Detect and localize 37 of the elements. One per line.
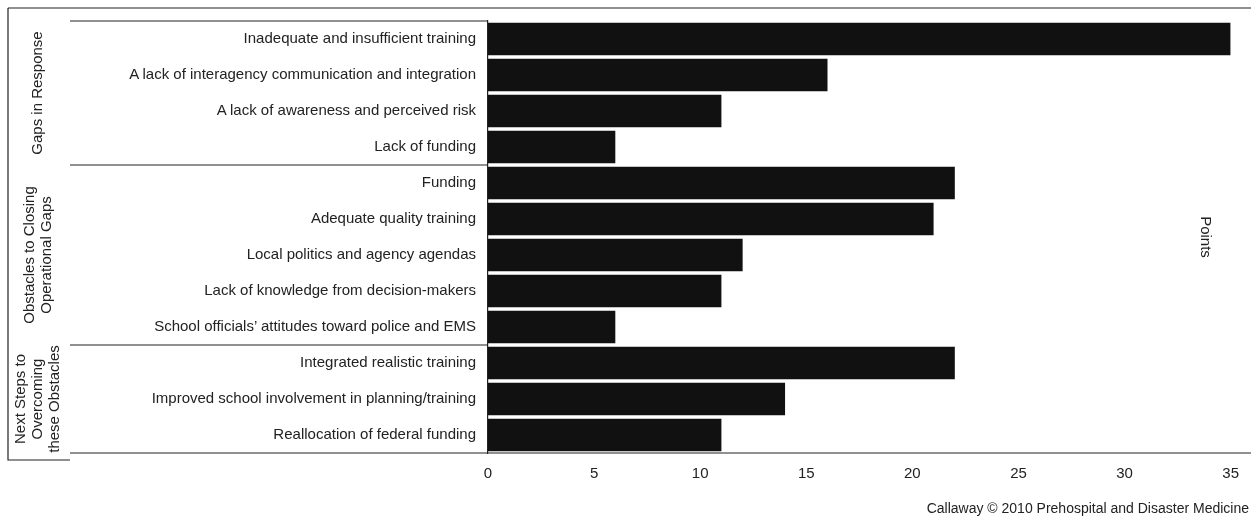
x-tick-label: 35 [1222, 464, 1239, 482]
bar [488, 274, 722, 308]
bar [488, 58, 828, 92]
x-tick-label: 25 [1010, 464, 1027, 482]
bar [488, 382, 786, 416]
x-tick-label: 5 [589, 464, 599, 482]
y-tick-label: A lack of awareness and perceived risk [216, 101, 477, 119]
x-tick-label: 0 [483, 464, 493, 482]
bar [488, 346, 955, 380]
bar [488, 202, 934, 236]
y-tick-label: Improved school involvement in planning/training [151, 389, 476, 407]
y-tick-label: School officials’ attitudes toward police and EMS [154, 317, 476, 335]
y-tick-label: Lack of funding [374, 137, 476, 155]
y-tick-label: Local politics and agency agendas [246, 245, 476, 263]
bar [488, 22, 1231, 56]
annotation: Points [1197, 216, 1215, 258]
y-tick-label: Lack of knowledge from decision-makers [204, 281, 476, 299]
y-tick-label: Adequate quality training [310, 209, 476, 227]
text: Callaway © 2010 Prehospital and Disaster Medicine [926, 499, 1250, 516]
bar [488, 238, 743, 272]
bar [488, 166, 955, 200]
text: Gaps in Response [28, 31, 46, 155]
bar [488, 94, 722, 128]
bar [488, 310, 616, 344]
y-tick-label: Integrated realistic training [300, 353, 476, 371]
text: Obstacles to Closing Operational Gaps [19, 186, 54, 324]
y-tick-label: Funding [421, 173, 476, 191]
x-tick-label: 20 [904, 464, 921, 482]
bar [488, 418, 722, 452]
x-tick-label: 10 [691, 464, 709, 482]
x-tick-label: 30 [1116, 464, 1133, 482]
y-tick-label: Inadequate and insufficient training [243, 29, 476, 47]
y-tick-label: A lack of interagency communication and integration [129, 65, 476, 83]
x-tick-label: 15 [797, 464, 815, 482]
text: Next Steps to Overcoming these Obstacles [11, 345, 63, 453]
bar [488, 130, 616, 164]
y-tick-label: Reallocation of federal funding [273, 425, 476, 443]
